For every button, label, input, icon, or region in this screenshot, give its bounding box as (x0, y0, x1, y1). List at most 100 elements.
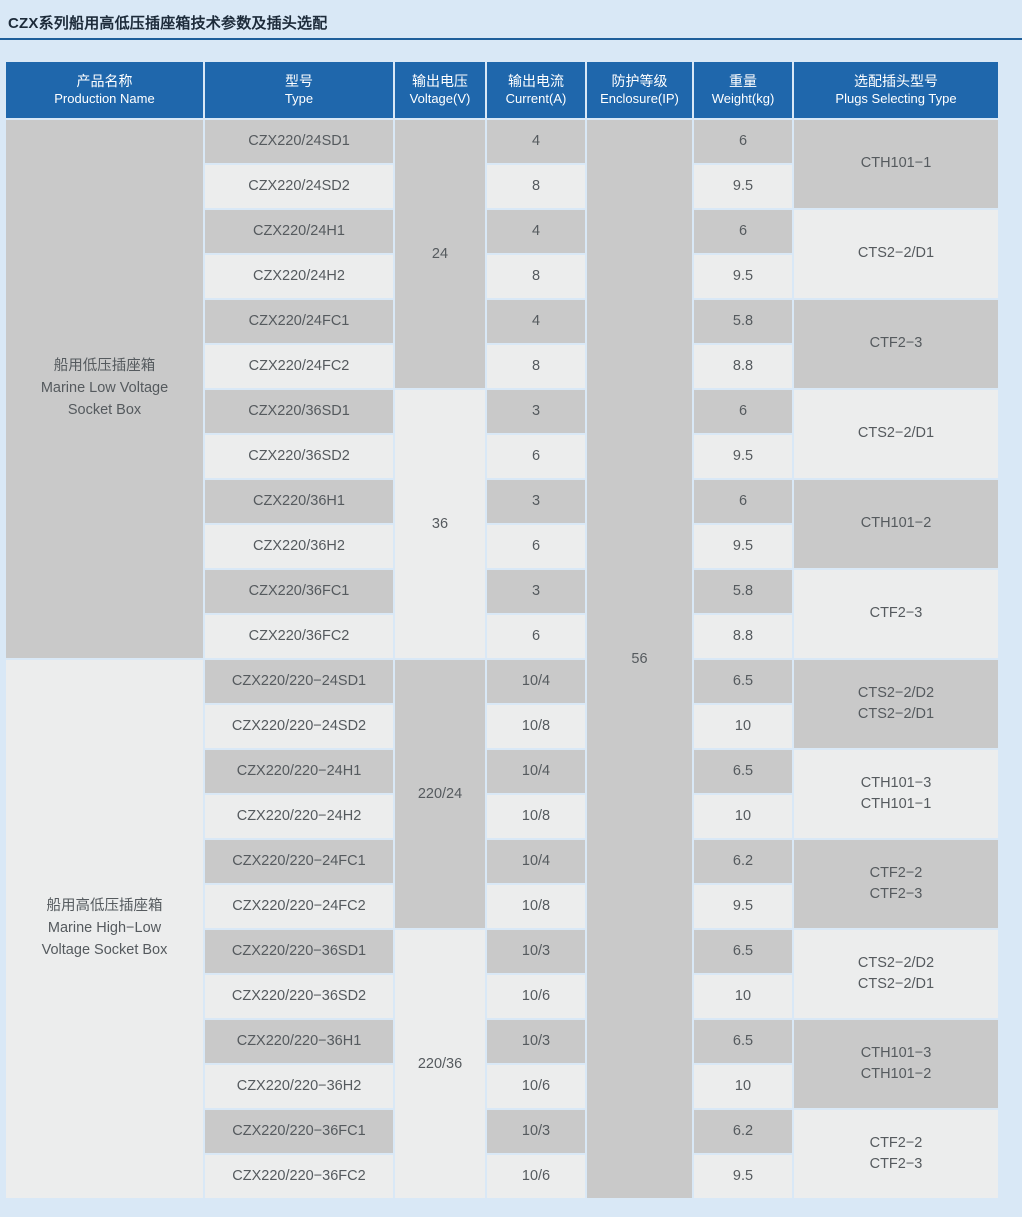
header-type-cn: 型号 (285, 72, 313, 89)
type-cell: CZX220/220−24H1 (205, 750, 393, 793)
plug-cell: CTF2−3 (794, 570, 998, 658)
weight-cell: 10 (694, 705, 792, 748)
plug-line-2: CTS2−2/D1 (857, 706, 935, 722)
header-plugs-en: Plugs Selecting Type (835, 90, 957, 106)
product-name-low-voltage-cn: 船用低压插座箱 (53, 358, 156, 375)
current-cell: 10/6 (487, 975, 585, 1018)
plug-line-1: CTS2−2/D2 (857, 954, 935, 971)
column-current: 输出电流 Current(A) 4 8 4 8 4 8 3 6 3 6 3 6 10/4 10/8 10/4… (487, 62, 585, 1198)
header-weight-en: Weight(kg) (711, 90, 775, 106)
plug-cell: CTS2−2/D2 CTS2−2/D1 (794, 930, 998, 1018)
plug-line-1: CTF2−3 (869, 605, 923, 622)
header-type-en: Type (284, 90, 314, 106)
current-cell: 6 (487, 435, 585, 478)
weight-cell: 6.5 (694, 660, 792, 703)
header-current-cn: 输出电流 (508, 72, 564, 89)
product-name-high-low-voltage-en1: Marine High−Low (47, 920, 162, 937)
type-cell: CZX220/24H1 (205, 210, 393, 253)
header-weight: 重量 Weight(kg) (694, 62, 792, 118)
product-name-high-low-voltage-cn: 船用高低压插座箱 (46, 898, 163, 915)
weight-cell: 9.5 (694, 885, 792, 928)
plug-line-2: CTH101−1 (860, 796, 932, 812)
plug-cell: CTH101−3 CTH101−2 (794, 1020, 998, 1108)
weight-cell: 8.8 (694, 345, 792, 388)
type-cell: CZX220/24SD2 (205, 165, 393, 208)
current-cell: 10/4 (487, 750, 585, 793)
header-weight-cn: 重量 (729, 72, 757, 89)
current-cell: 10/3 (487, 1110, 585, 1153)
current-cell: 6 (487, 615, 585, 658)
current-cell: 3 (487, 480, 585, 523)
type-cell: CZX220/220−24SD1 (205, 660, 393, 703)
type-cell: CZX220/36SD1 (205, 390, 393, 433)
plug-rows: CTH101−1 CTS2−2/D1 CTF2−3 CTS2−2/D1 CTH101−2… (794, 120, 998, 1198)
column-plugs-selecting-type: 选配插头型号 Plugs Selecting Type CTH101−1 CTS2… (794, 62, 998, 1198)
header-enclosure-ip: 防护等级 Enclosure(IP) (587, 62, 692, 118)
header-enclosure-ip-cn: 防护等级 (611, 72, 668, 89)
plug-cell: CTS2−2/D1 (794, 390, 998, 478)
plug-line-1: CTF2−2 (869, 1134, 923, 1151)
type-cell: CZX220/220−24FC2 (205, 885, 393, 928)
weight-cell: 9.5 (694, 255, 792, 298)
weight-rows: 6 9.5 6 9.5 5.8 8.8 6 9.5 6 9.5 5.8 8.8 6.5 10 6.5 10 6.… (694, 120, 792, 1198)
product-name-high-low-voltage-en2: Voltage Socket Box (41, 941, 168, 958)
column-type: 型号 Type CZX220/24SD1 CZX220/24SD2 CZX220/2… (205, 62, 393, 1198)
header-production-name-cn: 产品名称 (76, 72, 133, 89)
header-production-name-en: Production Name (54, 90, 155, 106)
current-cell: 10/4 (487, 840, 585, 883)
weight-cell: 6 (694, 480, 792, 523)
plug-line-1: CTH101−3 (860, 1044, 932, 1061)
voltage-cell: 220/24 (395, 660, 485, 928)
weight-cell: 10 (694, 795, 792, 838)
plug-cell: CTH101−3 CTH101−1 (794, 750, 998, 838)
weight-cell: 9.5 (694, 525, 792, 568)
header-enclosure-ip-en: Enclosure(IP) (600, 90, 679, 106)
current-cell: 10/8 (487, 795, 585, 838)
type-cell: CZX220/24FC2 (205, 345, 393, 388)
type-cell: CZX220/36H1 (205, 480, 393, 523)
weight-cell: 6 (694, 120, 792, 163)
specification-table: 产品名称 Production Name 船用低压插座箱 Marine Low … (6, 62, 1016, 1198)
type-cell: CZX220/36H2 (205, 525, 393, 568)
weight-cell: 6.5 (694, 1020, 792, 1063)
voltage-cell: 220/36 (395, 930, 485, 1198)
plug-line-1: CTS2−2/D2 (857, 684, 935, 701)
weight-cell: 6.5 (694, 750, 792, 793)
type-cell: CZX220/220−36SD2 (205, 975, 393, 1018)
type-cell: CZX220/220−24H2 (205, 795, 393, 838)
current-cell: 10/6 (487, 1065, 585, 1108)
column-enclosure-ip: 防护等级 Enclosure(IP) 56 (587, 62, 692, 1198)
weight-cell: 6.2 (694, 1110, 792, 1153)
type-cell: CZX220/24H2 (205, 255, 393, 298)
header-current-en: Current(A) (505, 90, 567, 106)
plug-line-1: CTF2−3 (869, 335, 923, 352)
plug-line-1: CTS2−2/D1 (857, 245, 935, 262)
plug-line-2: CTF2−3 (869, 886, 923, 902)
current-cell: 8 (487, 345, 585, 388)
current-rows: 4 8 4 8 4 8 3 6 3 6 3 6 10/4 10/8 10/4 10/8 10/4 10/8 10/3… (487, 120, 585, 1198)
voltage-cell: 24 (395, 120, 485, 388)
current-cell: 4 (487, 210, 585, 253)
type-cell: CZX220/220−36SD1 (205, 930, 393, 973)
plug-cell: CTF2−2 CTF2−3 (794, 840, 998, 928)
header-production-name: 产品名称 Production Name (6, 62, 203, 118)
plug-line-2: CTF2−3 (869, 1156, 923, 1172)
current-cell: 6 (487, 525, 585, 568)
weight-cell: 10 (694, 1065, 792, 1108)
voltage-cell: 36 (395, 390, 485, 658)
current-cell: 3 (487, 570, 585, 613)
current-cell: 3 (487, 390, 585, 433)
current-cell: 10/4 (487, 660, 585, 703)
plug-line-1: CTH101−2 (860, 515, 932, 532)
type-cell: CZX220/36SD2 (205, 435, 393, 478)
weight-cell: 9.5 (694, 435, 792, 478)
weight-cell: 9.5 (694, 165, 792, 208)
plug-cell: CTF2−2 CTF2−3 (794, 1110, 998, 1198)
current-cell: 10/6 (487, 1155, 585, 1198)
header-voltage-en: Voltage(V) (409, 90, 471, 106)
plug-line-2: CTH101−2 (860, 1066, 932, 1082)
type-cell: CZX220/220−36FC2 (205, 1155, 393, 1198)
weight-cell: 6 (694, 390, 792, 433)
type-cell: CZX220/36FC1 (205, 570, 393, 613)
